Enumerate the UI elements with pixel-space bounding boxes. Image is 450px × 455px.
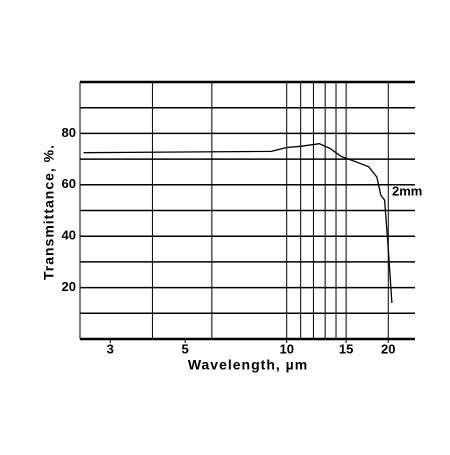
x-tick-label: 15 [339, 341, 353, 356]
x-tick-label: 20 [381, 341, 395, 356]
y-axis-label: Transmittance, %. [41, 144, 57, 280]
x-tick-label: 3 [107, 341, 114, 356]
y-tick-label: 20 [62, 279, 76, 294]
annotation: 2mm [392, 183, 422, 198]
x-tick-label: 10 [279, 341, 293, 356]
y-tick-label: 40 [62, 228, 76, 243]
x-tick-label: 5 [182, 341, 189, 356]
x-axis-label: Wavelength, µm [188, 357, 308, 373]
data-line [83, 143, 393, 304]
y-tick-label: 60 [62, 176, 76, 191]
y-tick-label: 80 [62, 125, 76, 140]
